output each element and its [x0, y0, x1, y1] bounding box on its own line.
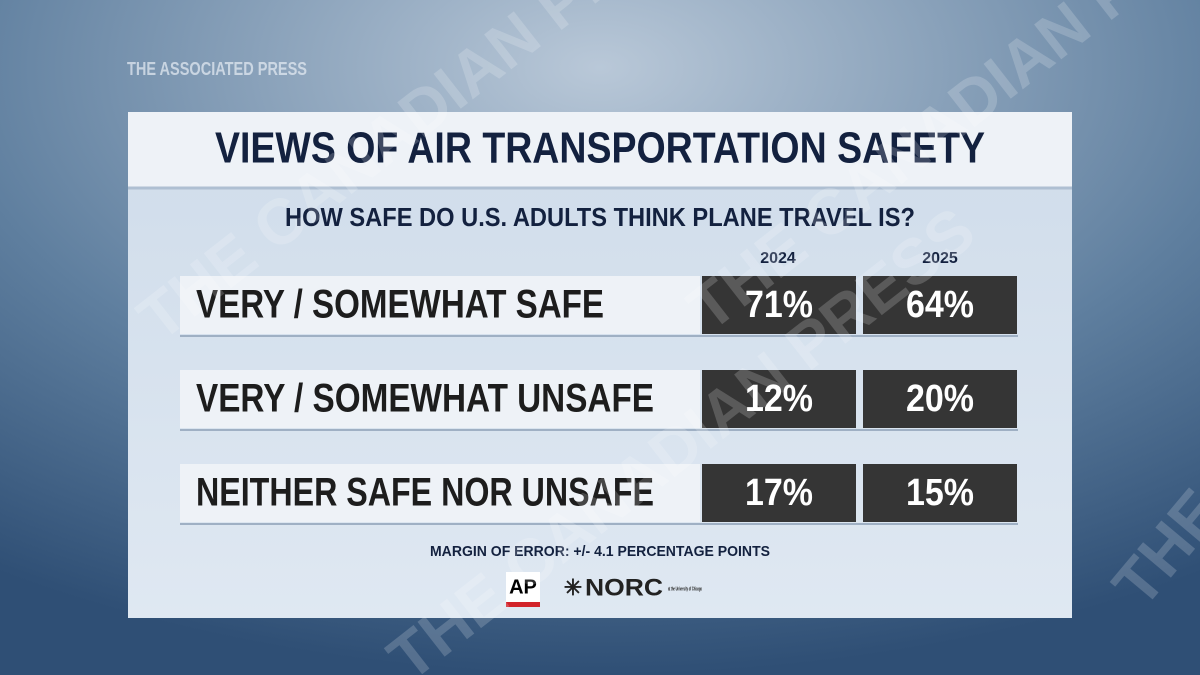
norc-star: ✳	[564, 575, 582, 600]
row-label-box	[180, 370, 700, 428]
row-label: NEITHER SAFE NOR UNSAFE	[196, 471, 654, 515]
value-box	[863, 370, 1017, 428]
value-box	[863, 464, 1017, 522]
value: 71%	[745, 284, 813, 326]
value: 64%	[906, 284, 974, 326]
row-label-box	[180, 276, 700, 334]
value: 20%	[906, 378, 974, 420]
ap-logo-bar	[506, 602, 540, 607]
subtitle: HOW SAFE DO U.S. ADULTS THINK PLANE TRAV…	[285, 202, 915, 232]
row-label: VERY / SOMEWHAT SAFE	[196, 283, 604, 327]
column-header: 2025	[922, 250, 958, 267]
panel	[128, 112, 1072, 618]
value-box	[702, 370, 856, 428]
ap-logo: AP	[509, 576, 537, 598]
value-box	[863, 276, 1017, 334]
value-box	[702, 464, 856, 522]
source-credit: THE ASSOCIATED PRESS	[127, 59, 307, 79]
footnote: MARGIN OF ERROR: +/- 4.1 PERCENTAGE POIN…	[430, 543, 770, 560]
norc-logo: NORC	[585, 574, 663, 601]
value: 12%	[745, 378, 813, 420]
ap-logo-box	[506, 572, 540, 606]
title-band	[128, 112, 1072, 188]
value-box	[702, 276, 856, 334]
row-label: VERY / SOMEWHAT UNSAFE	[196, 377, 654, 421]
value: 15%	[906, 472, 974, 514]
column-header: 2024	[760, 250, 796, 267]
norc-sub: at the University of Chicago	[668, 586, 702, 592]
row-label-box	[180, 464, 700, 522]
value: 17%	[745, 472, 813, 514]
title: VIEWS OF AIR TRANSPORTATION SAFETY	[215, 124, 985, 173]
